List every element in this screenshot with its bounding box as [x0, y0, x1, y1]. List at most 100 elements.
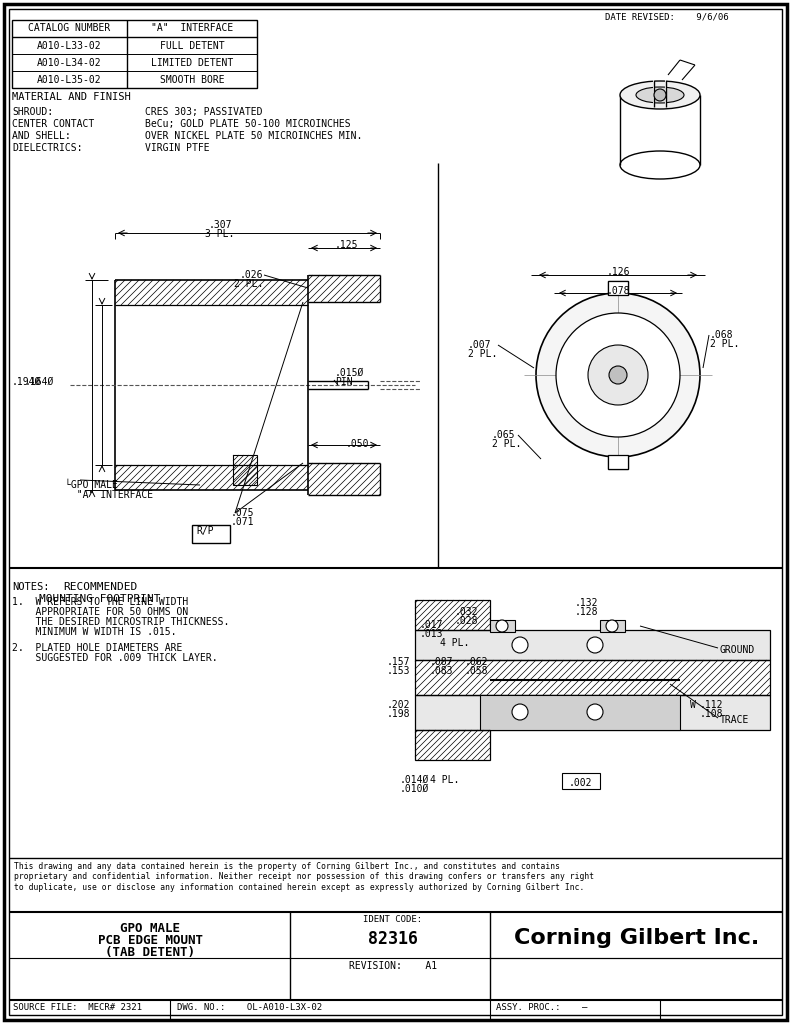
Bar	[12, 20, 257, 88]
Text: 4 PL.: 4 PL.	[430, 775, 460, 785]
Text: MINIMUM W WIDTH IS .015.: MINIMUM W WIDTH IS .015.	[12, 627, 176, 637]
Bar	[562, 773, 600, 790]
Text: AND SHELL:: AND SHELL:	[12, 131, 70, 141]
Bar	[608, 281, 628, 295]
Text: .108: .108	[700, 709, 724, 719]
Text: .071: .071	[230, 517, 254, 527]
Text: PCB EDGE MOUNT: PCB EDGE MOUNT	[97, 934, 202, 947]
Text: SUGGESTED FOR .009 THICK LAYER.: SUGGESTED FOR .009 THICK LAYER.	[12, 653, 218, 663]
Text: A010-L33-02: A010-L33-02	[36, 41, 101, 51]
Text: .078: .078	[606, 286, 630, 296]
Text: OVER NICKEL PLATE 50 MICROINCHES MIN.: OVER NICKEL PLATE 50 MICROINCHES MIN.	[145, 131, 362, 141]
Circle shape	[587, 637, 603, 653]
Text: CRES 303; PASSIVATED: CRES 303; PASSIVATED	[145, 106, 263, 117]
Text: .007: .007	[468, 340, 491, 350]
Bar	[600, 620, 625, 632]
Bar	[115, 280, 308, 305]
Text: 4 PL.: 4 PL.	[440, 638, 469, 648]
Bar	[480, 695, 680, 730]
Text: .153: .153	[387, 666, 411, 676]
Text: .128: .128	[575, 607, 599, 617]
Circle shape	[556, 313, 680, 437]
Text: .032: .032	[455, 607, 479, 617]
Bar	[415, 630, 770, 660]
Text: DIELECTRICS:: DIELECTRICS:	[12, 143, 82, 153]
Text: .014Ø: .014Ø	[400, 775, 430, 785]
Bar	[415, 600, 490, 630]
Text: "A" INTERFACE: "A" INTERFACE	[65, 490, 153, 500]
Text: .062: .062	[465, 657, 489, 667]
Text: .068: .068	[710, 330, 733, 340]
Text: "A"  INTERFACE: "A" INTERFACE	[151, 23, 233, 33]
Text: MATERIAL AND FINISH: MATERIAL AND FINISH	[12, 92, 131, 102]
Text: .083: .083	[430, 666, 453, 676]
Text: .202: .202	[387, 700, 411, 710]
Text: A010-L34-02: A010-L34-02	[36, 58, 101, 68]
Text: .087: .087	[430, 657, 453, 667]
Text: .010Ø: .010Ø	[400, 784, 430, 794]
Text: TRACE: TRACE	[720, 715, 749, 725]
Text: VIRGIN PTFE: VIRGIN PTFE	[145, 143, 210, 153]
Bar	[490, 620, 515, 632]
Text: ASSY. PROC.:    –: ASSY. PROC.: –	[496, 1002, 588, 1012]
Bar	[415, 730, 490, 760]
Text: APPROPRIATE FOR 50 OHMS ON: APPROPRIATE FOR 50 OHMS ON	[12, 607, 188, 617]
Text: SHROUD:: SHROUD:	[12, 106, 53, 117]
Text: IDENT CODE:: IDENT CODE:	[363, 915, 422, 924]
Text: .075: .075	[230, 508, 254, 518]
Text: .050: .050	[346, 439, 369, 449]
Text: 3 PL.: 3 PL.	[206, 229, 235, 239]
Text: THE DESIRED MICROSTRIP THICKNESS.: THE DESIRED MICROSTRIP THICKNESS.	[12, 617, 229, 627]
Text: └GPO MALE: └GPO MALE	[65, 480, 118, 490]
Text: 2.  PLATED HOLE DIAMETERS ARE: 2. PLATED HOLE DIAMETERS ARE	[12, 643, 183, 653]
Text: FULL DETENT: FULL DETENT	[160, 41, 225, 51]
Bar	[415, 600, 490, 630]
Text: 2 PL.: 2 PL.	[468, 349, 498, 359]
Circle shape	[609, 366, 627, 384]
Bar	[415, 730, 490, 760]
Bar	[415, 660, 770, 695]
Text: DWG. NO.:    OL-A010-L3X-02: DWG. NO.: OL-A010-L3X-02	[177, 1002, 322, 1012]
Bar	[115, 465, 308, 490]
Bar	[308, 275, 380, 302]
Bar	[415, 660, 770, 695]
Text: .017: .017	[420, 620, 444, 630]
Text: .132: .132	[575, 598, 599, 608]
Text: .026: .026	[240, 270, 263, 280]
Text: .164Ø: .164Ø	[25, 377, 55, 387]
Text: .028: .028	[455, 616, 479, 626]
Text: BeCu; GOLD PLATE 50-100 MICROINCHES: BeCu; GOLD PLATE 50-100 MICROINCHES	[145, 119, 350, 129]
Text: SOURCE FILE:  MECR# 2321: SOURCE FILE: MECR# 2321	[13, 1002, 142, 1012]
Text: .125: .125	[335, 240, 358, 250]
Bar	[308, 463, 380, 495]
Text: .126: .126	[606, 267, 630, 278]
Circle shape	[587, 705, 603, 720]
Circle shape	[588, 345, 648, 406]
Bar	[415, 695, 770, 730]
Text: This drawing and any data contained herein is the property of Corning Gilbert In: This drawing and any data contained here…	[14, 862, 594, 892]
Text: 2 PL.: 2 PL.	[492, 439, 521, 449]
Text: 2 PL.: 2 PL.	[710, 339, 740, 349]
Text: RECOMMENDED: RECOMMENDED	[62, 582, 137, 592]
Ellipse shape	[620, 81, 700, 109]
Bar	[192, 525, 230, 543]
Circle shape	[512, 637, 528, 653]
Text: .307: .307	[208, 220, 232, 230]
Text: .112: .112	[700, 700, 724, 710]
Circle shape	[654, 89, 666, 101]
Text: 82316: 82316	[368, 930, 418, 948]
Text: W: W	[690, 700, 696, 710]
Text: GPO MALE: GPO MALE	[120, 922, 180, 935]
Text: DATE REVISED:    9/6/06: DATE REVISED: 9/6/06	[605, 13, 729, 22]
Text: SMOOTH BORE: SMOOTH BORE	[160, 75, 225, 85]
Text: .058: .058	[465, 666, 489, 676]
Bar	[233, 455, 257, 485]
Text: .194Ø: .194Ø	[12, 377, 41, 387]
Text: REVISION:    A1: REVISION: A1	[349, 961, 437, 971]
Text: LIMITED DETENT: LIMITED DETENT	[151, 58, 233, 68]
Circle shape	[496, 620, 508, 632]
Text: .002: .002	[568, 778, 592, 788]
Text: MOUNTING FOOTPRINT: MOUNTING FOOTPRINT	[40, 594, 161, 604]
Text: .065: .065	[492, 430, 516, 440]
Text: 1.  W REFERS TO THE LINE WIDTH: 1. W REFERS TO THE LINE WIDTH	[12, 597, 188, 607]
